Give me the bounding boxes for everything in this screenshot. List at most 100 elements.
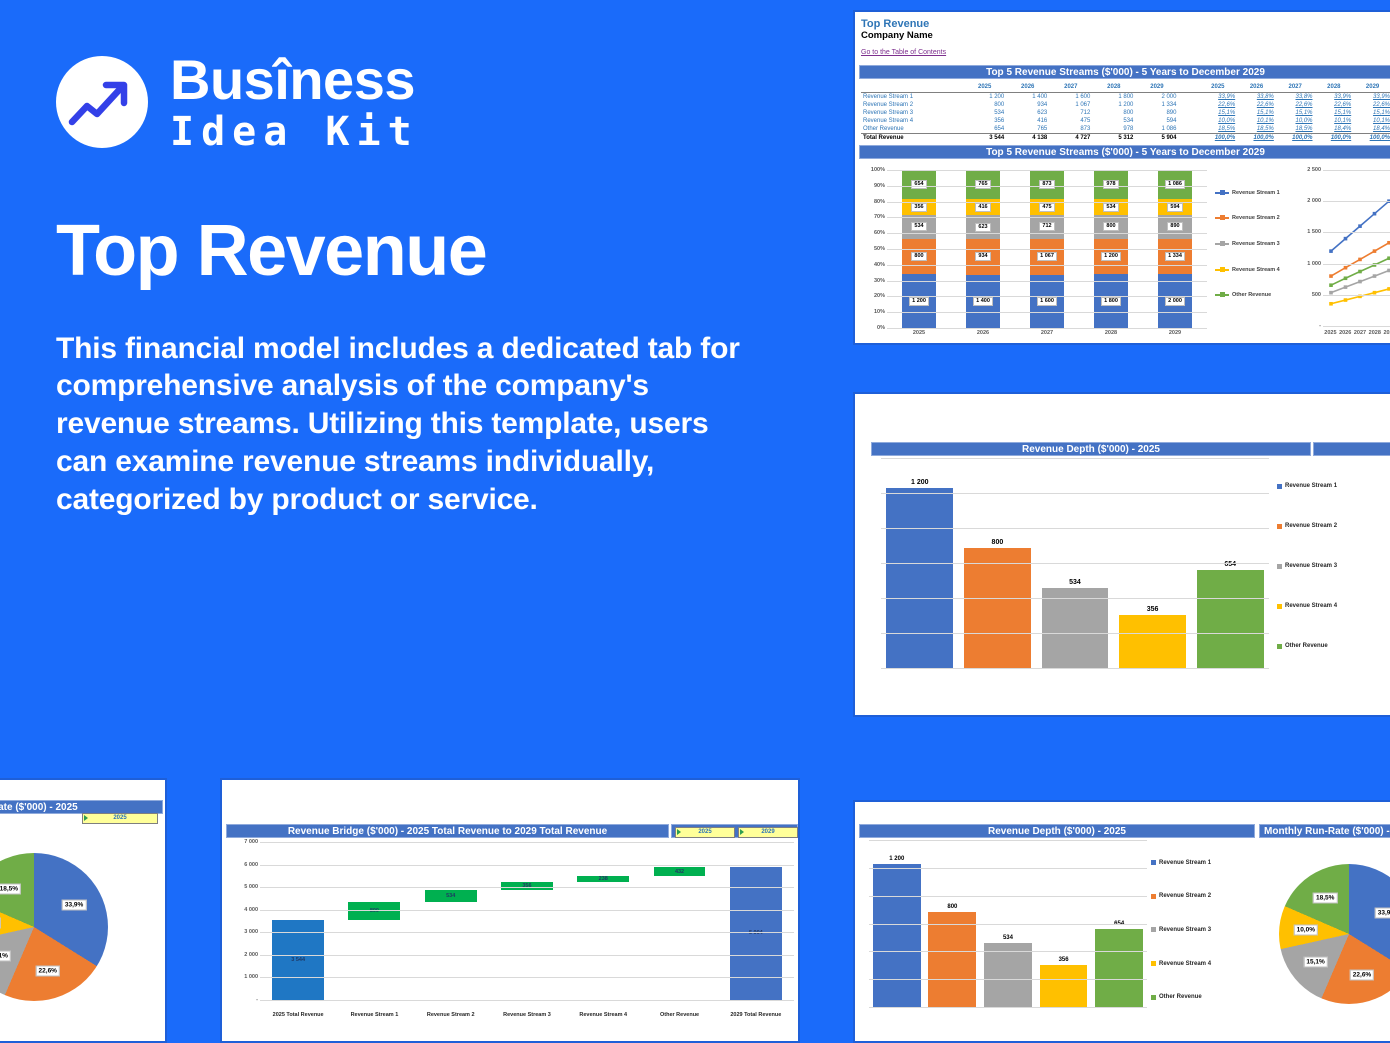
legend-item[interactable]: Revenue Stream 1	[1215, 189, 1291, 196]
legend-label: Revenue Stream 1	[1232, 189, 1280, 196]
legend-item[interactable]: Other Revenue	[1151, 994, 1255, 1000]
revenue-streams-table[interactable]: 2025 2026 2027 2028 2029 2025 2026 2027 2028 2029…	[861, 83, 1390, 142]
depth-bar-column[interactable]: 356	[1114, 458, 1192, 668]
legend-item[interactable]: Revenue Stream 1	[1151, 860, 1255, 866]
segment-value-label: 1 086	[1165, 180, 1185, 190]
stacked-bar-column[interactable]: 978 534 800 1 200 1 800	[1079, 170, 1143, 328]
table-of-contents-link[interactable]: Go to the Table of Contents	[861, 49, 947, 56]
waterfall-column[interactable]: 432	[641, 842, 717, 1000]
chart-stacked-revenue-mix[interactable]: 0% 10% 20% 30% 40% 50% 60% 70% 80% 90% 100% 654 356…	[859, 167, 1211, 342]
col-header-year: 2029	[1135, 83, 1179, 93]
band-title-monthly-run-rate-right: Monthly Run-Rate ($'000) - 2025	[1259, 824, 1390, 851]
y-tick: 20%	[873, 293, 885, 300]
depth-bar-column[interactable]: 800	[959, 458, 1037, 668]
depth-bar-column[interactable]: 654	[1191, 458, 1269, 668]
legend-item[interactable]: Other Revenue	[1215, 292, 1291, 298]
bridge-start-year-selector[interactable]: 2025	[675, 827, 735, 838]
panel-revenue-bridge[interactable]: Revenue Bridge ($'000) - 2025 Total Reve…	[220, 778, 800, 1043]
legend-item[interactable]: Revenue Stream 2	[1151, 893, 1255, 899]
x-tick: 2027	[1353, 330, 1367, 336]
col-header-year: 2025	[963, 83, 1007, 93]
legend-item[interactable]: Revenue Stream 3	[1277, 563, 1389, 569]
x-tick: Revenue Stream 4	[579, 1012, 628, 1018]
stacked-bar-column[interactable]: 765 416 623 934 1 400	[951, 170, 1015, 328]
legend-item[interactable]: Revenue Stream 2	[1215, 215, 1291, 221]
legend-item[interactable]: Revenue Stream 2	[1277, 523, 1389, 529]
legend-label: Other Revenue	[1285, 643, 1328, 649]
panel-monthly-run-rate-left[interactable]: Monthly Run-Rate ($'000) - 2025 2025 33,…	[0, 778, 167, 1043]
stacked-bar-column[interactable]: 1 086 594 890 1 334 2 000	[1143, 170, 1207, 328]
line-chart-legend[interactable]: Revenue Stream 1 Revenue Stream 2 Revenue …	[1215, 180, 1291, 308]
x-tick: 2027	[1040, 330, 1054, 336]
col-header-year-pct: 2028	[1314, 83, 1354, 93]
stacked-bar-column[interactable]: 873 475 712 1 067 1 600	[1015, 170, 1079, 328]
stacked-segment: 1 400	[966, 274, 1000, 328]
revenue-bridge-title: Revenue Bridge ($'000) - 2025 Total Reve…	[287, 826, 608, 837]
stacked-bar-column[interactable]: 654 356 534 800 1 200	[887, 170, 951, 328]
monthly-run-rate-title-left: Monthly Run-Rate ($'000) - 2025	[0, 802, 78, 813]
revenue-depth-legend-2[interactable]: Revenue Stream 1 Revenue Stream 2 Revenue …	[1151, 846, 1255, 1014]
stacked-segment: 2 000	[1158, 274, 1192, 328]
stacked-segment: 594	[1158, 199, 1192, 215]
waterfall-column[interactable]: 3 544	[260, 842, 336, 1000]
band-title-revenue-depth-2: Revenue Depth ($'000) - 2025	[859, 824, 1255, 838]
revenue-depth-legend[interactable]: Revenue Stream 1 Revenue Stream 2 Revenue …	[1277, 466, 1389, 666]
depth-bar-column[interactable]: 1 200	[881, 458, 959, 668]
pie-chart-monthly-run-rate-right[interactable]: 33,9% 22,6% 15,1% 10,0% 18,5%	[1279, 864, 1390, 1004]
y-tick: 90%	[873, 182, 885, 189]
cell-value: 1 200	[1118, 102, 1134, 108]
cell-pct: 33,9%	[1218, 94, 1236, 100]
legend-item[interactable]: Revenue Stream 4	[1277, 603, 1389, 609]
legend-label: Revenue Stream 3	[1232, 240, 1280, 247]
panel-revenue-depth-and-pie[interactable]: Revenue Depth ($'000) - 2025 Monthly Run…	[853, 800, 1390, 1043]
legend-label: Revenue Stream 4	[1285, 603, 1338, 609]
table-row[interactable]: Revenue Stream 4 356 416 475 534 594 10,0% 10,1…	[861, 117, 1390, 125]
table-row[interactable]: Revenue Stream 2 800 934 1 067 1 200 1 334 22,…	[861, 101, 1390, 109]
legend-item[interactable]: Revenue Stream 4	[1215, 266, 1291, 273]
waterfall-delta-bar: 356	[501, 881, 553, 890]
segment-value-label: 356	[911, 202, 927, 212]
waterfall-column[interactable]: 534	[413, 842, 489, 1000]
waterfall-column[interactable]: 238	[565, 842, 641, 1000]
bridge-end-year-selector[interactable]: 2029	[738, 827, 798, 838]
chart-revenue-depth-bars[interactable]: 1 200 800 534 356 654 Revenue Stream 1 Revenu…	[871, 458, 1389, 686]
bar-value-label: 1 200	[889, 855, 905, 862]
depth-bar-column[interactable]: 654	[1091, 840, 1147, 1007]
legend-item[interactable]: Revenue Stream 4	[1151, 961, 1255, 967]
depth-bar-column[interactable]: 356	[1036, 840, 1092, 1007]
waterfall-x-axis: 2025 Total Revenue Revenue Stream 1 Revenu…	[260, 1012, 794, 1018]
panel-top-revenue-sheet[interactable]: Top Revenue Company Name Go to the Table…	[853, 10, 1390, 345]
panel-revenue-depth[interactable]: Revenue Depth ($'000) - 2025 1 200 800 534…	[853, 392, 1390, 717]
cell-pct: 33,8%	[1256, 94, 1274, 100]
waterfall-column[interactable]: 5 904	[718, 842, 794, 1000]
depth-bar	[886, 488, 954, 668]
table-row[interactable]: Revenue Stream 1 1 200 1 400 1 600 1 800 2 00…	[861, 93, 1390, 102]
cell-pct: 33,9%	[1334, 94, 1352, 100]
depth-bar-column[interactable]: 534	[1036, 458, 1114, 668]
legend-item[interactable]: Revenue Stream 3	[1151, 927, 1255, 933]
year-selector-left[interactable]: 2025	[82, 813, 158, 824]
cell-pct: 22,6%	[1334, 102, 1352, 108]
chart-revenue-bridge-waterfall[interactable]: - 1 000 2 000 3 000 4 000 5 000 6 000 7 000 3 5…	[226, 839, 798, 1020]
depth-bar-column[interactable]: 800	[925, 840, 981, 1007]
legend-item[interactable]: Revenue Stream 1	[1277, 483, 1389, 489]
cell-value: 623	[1037, 110, 1048, 116]
chart-revenue-trend-line[interactable]: -500 1 000 1 500 2 000 2 500 2025 2026 2027 202…	[1293, 167, 1390, 342]
waterfall-column[interactable]: 356	[489, 842, 565, 1000]
bar-value-label: 1 200	[911, 479, 929, 486]
y-tick: 30%	[873, 277, 885, 284]
legend-item[interactable]: Revenue Stream 3	[1215, 240, 1291, 247]
pie-chart-monthly-run-rate-left[interactable]: 33,9% 22,6% 15,1% 10,0% 18,5%	[0, 853, 108, 1001]
legend-item[interactable]: Other Revenue	[1277, 643, 1389, 649]
waterfall-column[interactable]: 800	[336, 842, 412, 1000]
table-row[interactable]: Other Revenue 654 765 873 978 1 086 18,5% 18,5%…	[861, 125, 1390, 134]
brand-name-line1: Busîness	[170, 48, 415, 111]
cell-pct: 10,0%	[1218, 118, 1236, 124]
depth-bar-column[interactable]: 534	[980, 840, 1036, 1007]
stacked-segment: 1 086	[1158, 170, 1192, 200]
cell-pct: 33,9%	[1372, 94, 1390, 100]
table-row[interactable]: Revenue Stream 3 534 623 712 800 890 15,1% 15,1…	[861, 109, 1390, 117]
depth-bar-column[interactable]: 1 200	[869, 840, 925, 1007]
